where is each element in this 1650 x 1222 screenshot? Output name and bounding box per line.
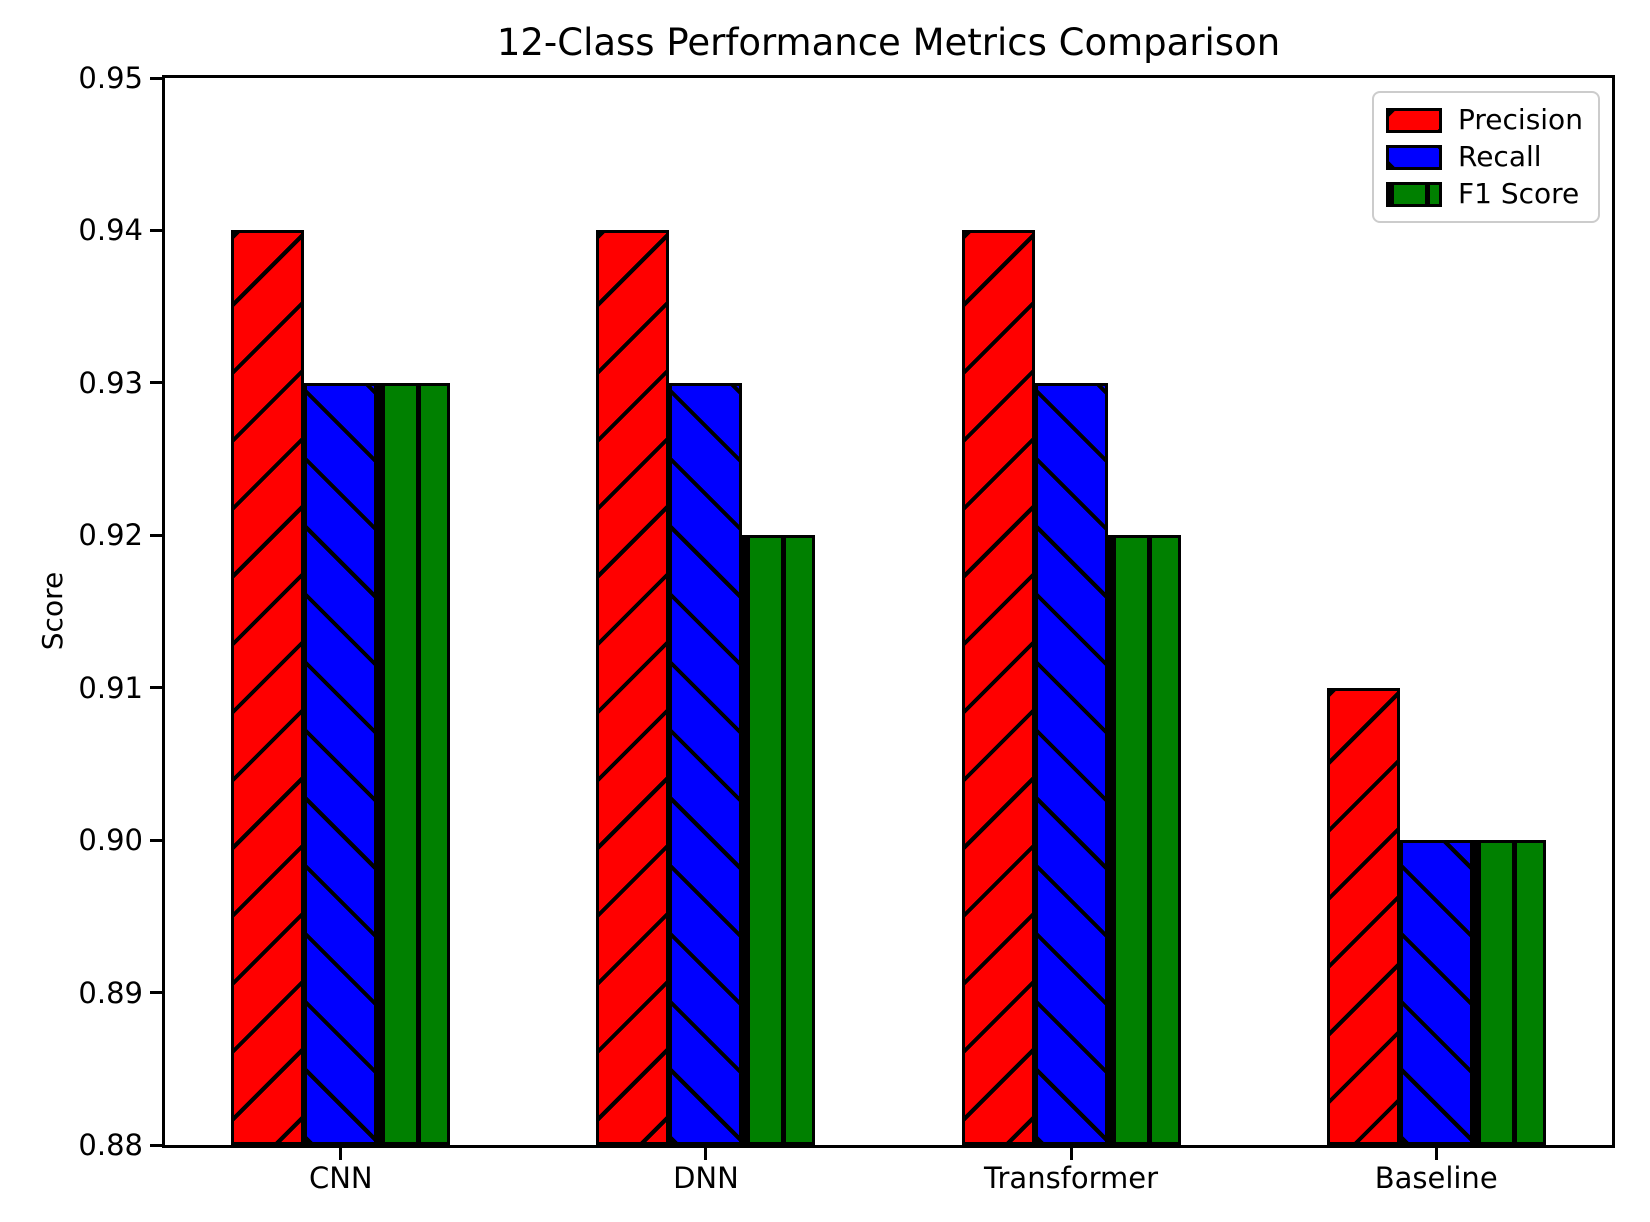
xtick-mark-transformer bbox=[1069, 1148, 1073, 1160]
bar-precision-dnn bbox=[596, 230, 670, 1145]
bar-f1-score-dnn bbox=[742, 535, 816, 1145]
legend-swatch-f1-score bbox=[1386, 181, 1442, 207]
chart-title: 12-Class Performance Metrics Comparison bbox=[496, 21, 1281, 64]
legend-item-f1-score: F1 Score bbox=[1386, 176, 1586, 212]
ytick-label-0-92: 0.92 bbox=[78, 518, 143, 553]
bar-recall-cnn bbox=[304, 382, 378, 1145]
ytick-mark-0-92 bbox=[150, 533, 162, 537]
bar-f1-score-transformer bbox=[1107, 535, 1181, 1145]
ytick-mark-0-90 bbox=[150, 838, 162, 842]
legend-swatch-precision bbox=[1386, 107, 1442, 133]
ytick-label-0-94: 0.94 bbox=[78, 213, 143, 248]
bar-f1-score-cnn bbox=[377, 382, 451, 1145]
bar-precision-transformer bbox=[961, 230, 1035, 1145]
xtick-label-baseline: Baseline bbox=[1374, 1161, 1498, 1195]
bar-recall-transformer bbox=[1034, 382, 1108, 1145]
ytick-mark-0-88 bbox=[150, 1143, 162, 1147]
xtick-mark-cnn bbox=[339, 1148, 343, 1160]
ytick-label-0-95: 0.95 bbox=[78, 61, 143, 95]
ytick-mark-0-93 bbox=[150, 381, 162, 385]
legend-label-f1-score: F1 Score bbox=[1458, 177, 1580, 210]
ytick-mark-0-91 bbox=[150, 686, 162, 690]
legend-label-recall: Recall bbox=[1458, 140, 1542, 173]
xtick-label-cnn: CNN bbox=[308, 1161, 373, 1195]
xtick-mark-dnn bbox=[704, 1148, 708, 1160]
xtick-mark-baseline bbox=[1434, 1148, 1438, 1160]
ytick-label-0-88: 0.88 bbox=[78, 1128, 143, 1162]
ytick-label-0-89: 0.89 bbox=[78, 975, 143, 1010]
bar-precision-baseline bbox=[1326, 687, 1400, 1145]
bar-recall-baseline bbox=[1399, 840, 1473, 1145]
legend-item-recall: Recall bbox=[1386, 139, 1586, 175]
legend: Precision Recall F1 Score bbox=[1372, 91, 1600, 223]
legend-swatch-recall bbox=[1386, 144, 1442, 170]
ytick-label-0-91: 0.91 bbox=[78, 670, 143, 705]
legend-label-precision: Precision bbox=[1458, 103, 1583, 136]
ytick-mark-0-95 bbox=[150, 76, 162, 80]
xtick-label-transformer: Transformer bbox=[984, 1161, 1159, 1195]
ytick-mark-0-94 bbox=[150, 228, 162, 232]
bar-recall-dnn bbox=[669, 382, 743, 1145]
bar-precision-cnn bbox=[231, 230, 305, 1145]
xtick-label-dnn: DNN bbox=[673, 1161, 739, 1195]
legend-item-precision: Precision bbox=[1386, 102, 1586, 138]
plot-area bbox=[162, 75, 1615, 1148]
ytick-mark-0-89 bbox=[150, 991, 162, 995]
ytick-label-0-90: 0.90 bbox=[78, 823, 143, 858]
ytick-label-0-93: 0.93 bbox=[78, 365, 143, 400]
bar-f1-score-baseline bbox=[1472, 840, 1546, 1145]
